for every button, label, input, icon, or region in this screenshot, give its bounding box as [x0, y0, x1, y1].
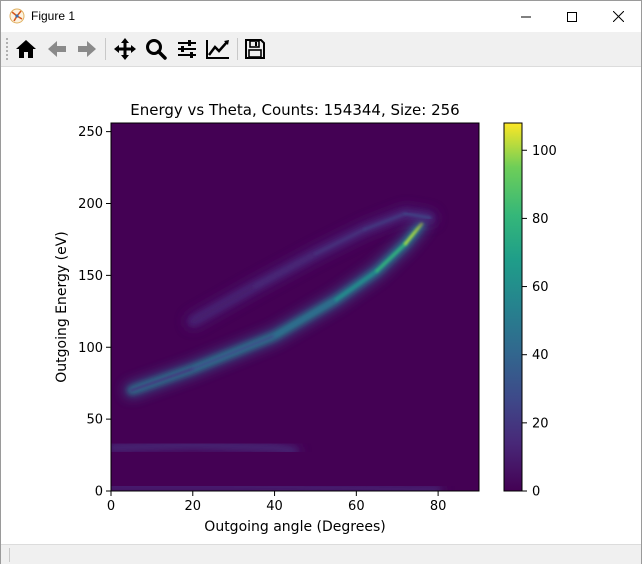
heatmap-feature-lower-bright-arc-segment: [273, 298, 338, 338]
maximize-button[interactable]: [549, 1, 595, 32]
heatmap-feature-upper-faint-arc-segment: [252, 252, 317, 289]
heatmap-feature-lower-bright-arc-segment: [375, 242, 407, 273]
window-title: Figure 1: [31, 9, 76, 23]
status-bar-grip: [9, 548, 10, 562]
pan-icon: [114, 38, 136, 60]
heatmap-feature-low-energy-band: [111, 442, 297, 453]
x-axis-ticks: 0 20 40 60 80: [107, 491, 447, 514]
y-axis-ticks: 0 50 100 150 200 250: [78, 125, 111, 500]
close-icon: [612, 11, 624, 22]
edit-axis-button[interactable]: [205, 36, 231, 62]
x-tick-label: 40: [266, 499, 283, 514]
status-bar: [1, 544, 641, 564]
y-tick-label: 200: [78, 197, 103, 212]
home-icon: [16, 40, 36, 58]
configure-subplots-icon: [178, 40, 196, 58]
minimize-button[interactable]: [503, 1, 549, 32]
colorbar-tick-label: 80: [532, 212, 549, 227]
colorbar-tick-label: 60: [532, 280, 549, 295]
toolbar-separator: [237, 38, 238, 60]
forward-arrow-icon: [78, 41, 96, 57]
heatmap-feature-upper-faint-arc-segment: [363, 212, 407, 231]
forward-button[interactable]: [74, 36, 100, 62]
edit-axis-icon: [206, 40, 229, 59]
plot-background: [111, 123, 479, 491]
minimize-icon: [521, 16, 531, 17]
heatmap-feature-upper-faint-arc-segment: [191, 285, 256, 323]
colorbar-tick-label: 20: [532, 416, 549, 431]
zoom-button[interactable]: [143, 36, 169, 62]
toolbar-separator: [105, 38, 106, 60]
heatmap-feature-baseline-band: [111, 484, 441, 491]
maximize-icon: [567, 11, 577, 22]
chart-title: Energy vs Theta, Counts: 154344, Size: 2…: [130, 101, 459, 119]
figure-svg: Energy vs Theta, Counts: 154344, Size: 2…: [54, 101, 557, 535]
save-button[interactable]: [242, 36, 268, 62]
x-axis-label: Outgoing angle (Degrees): [204, 519, 385, 535]
colorbar: [503, 122, 523, 492]
back-button[interactable]: [44, 36, 70, 62]
x-tick-label: 0: [107, 499, 115, 514]
configure-subplots-button[interactable]: [174, 36, 200, 62]
x-tick-label: 20: [185, 499, 202, 514]
heatmap-feature-lower-bright-arc-segment: [129, 367, 195, 392]
y-tick-label: 50: [86, 413, 103, 428]
y-tick-label: 0: [95, 485, 103, 500]
colorbar-tick-label: 40: [532, 348, 549, 363]
heatmap-feature-lower-bright-arc-segment: [334, 269, 379, 302]
heatmap-feature-lower-bright-arc-segment: [191, 334, 277, 371]
y-tick-label: 150: [78, 269, 103, 284]
y-tick-label: 250: [78, 125, 103, 140]
colorbar-tick-label: 0: [532, 485, 540, 500]
heatmap-feature-upper-faint-arc-segment: [404, 212, 432, 220]
x-tick-label: 80: [430, 499, 447, 514]
x-tick-label: 60: [348, 499, 365, 514]
toolbar-grip: [6, 38, 8, 60]
home-button[interactable]: [13, 36, 39, 62]
colorbar-tick-label: 100: [532, 144, 557, 159]
figure-canvas[interactable]: Energy vs Theta, Counts: 154344, Size: 2…: [1, 67, 641, 543]
title-bar: Figure 1: [1, 1, 641, 32]
plot-frame: [110, 122, 480, 492]
heatmap-feature-upper-faint-arc-segment: [314, 228, 366, 256]
back-arrow-icon: [48, 41, 66, 57]
y-tick-label: 100: [78, 341, 103, 356]
zoom-icon: [146, 39, 167, 60]
heatmap-feature-lower-bright-arc-segment: [403, 222, 424, 246]
heatmap-features: [111, 206, 444, 491]
pan-button[interactable]: [112, 36, 138, 62]
y-axis-label: Outgoing Energy (eV): [54, 231, 70, 383]
save-icon: [245, 39, 265, 59]
matplotlib-app-icon: [9, 8, 25, 24]
close-button[interactable]: [595, 1, 641, 32]
colorbar-ticks: 0 20 40 60 80 100: [522, 144, 557, 500]
navigation-toolbar: [1, 32, 641, 67]
